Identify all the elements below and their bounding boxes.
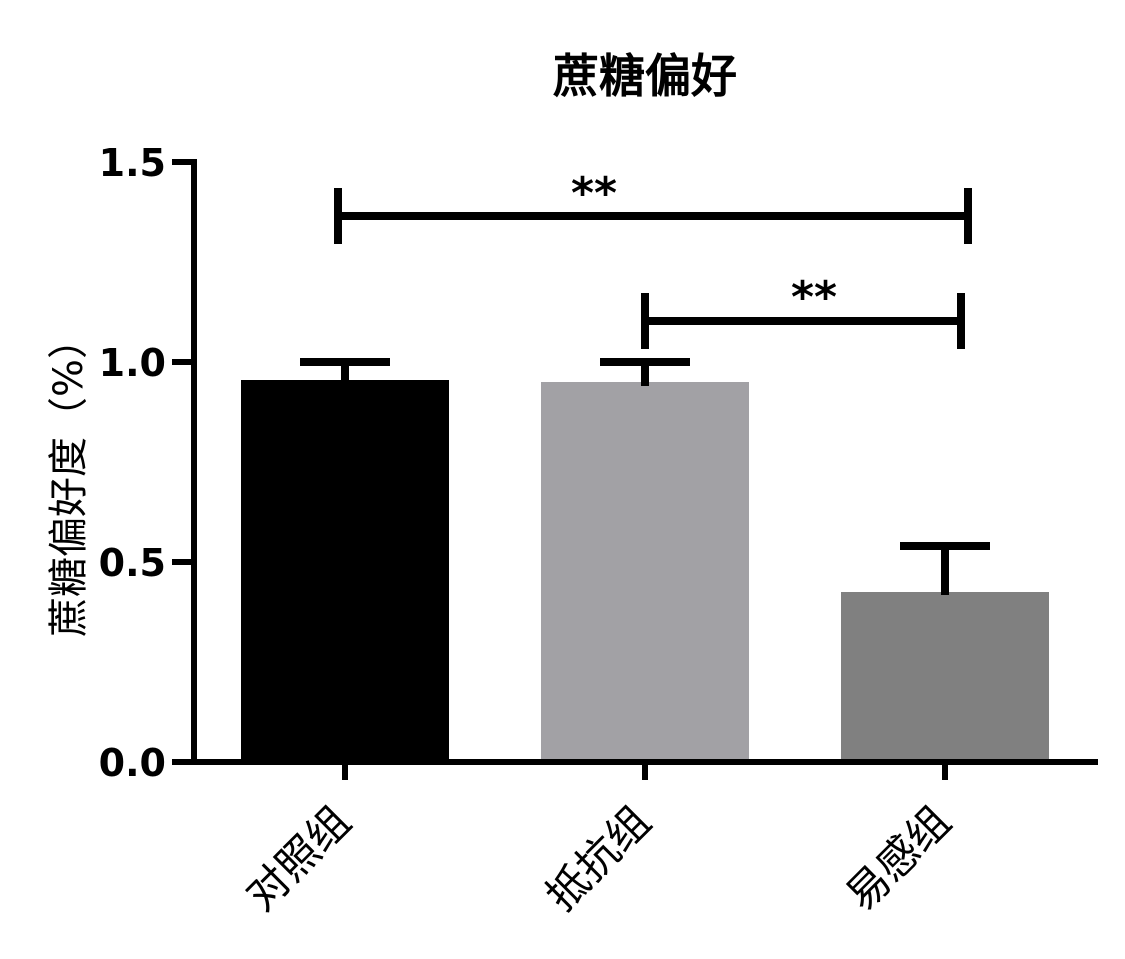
x-tick-label: 抵抗组 [536,796,660,920]
x-tick-label: 易感组 [836,796,960,920]
significance-annotations: ** ** [334,168,972,349]
significance-label: ** [571,168,617,219]
bar [541,382,749,762]
bars [241,380,1049,762]
significance-label: ** [791,272,837,323]
chart-title: 蔗糖偏好 [553,49,737,103]
bar [841,592,1049,762]
x-axis-ticks: 对照组 抵抗组 易感组 [236,762,960,920]
y-tick-label: 0.0 [99,741,166,785]
y-tick-label: 0.5 [99,541,166,585]
x-tick-label: 对照组 [236,796,360,920]
y-axis-label: 蔗糖偏好度（%） [46,319,92,637]
y-tick-label: 1.0 [99,341,166,385]
y-tick-label: 1.5 [99,141,166,185]
y-axis-ticks: 0.0 0.5 1.0 1.5 [99,141,194,785]
error-bars [300,358,990,595]
bar [241,380,449,762]
